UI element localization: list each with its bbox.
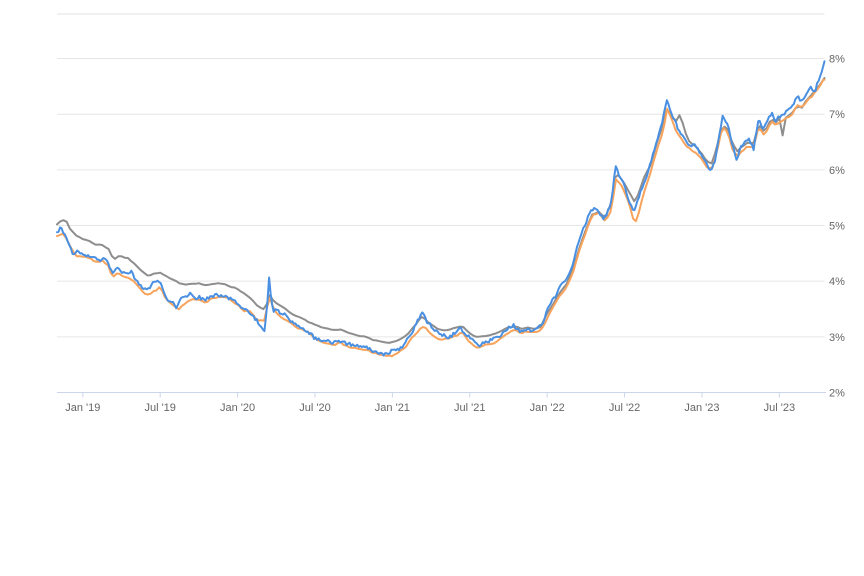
y-tick-label: 2% (829, 388, 845, 400)
y-tick-label: 8% (829, 54, 845, 66)
x-tick-label: Jul '22 (609, 402, 640, 414)
x-tick-label: Jan '21 (375, 402, 410, 414)
x-axis-labels: Jan '19 Jul '19 Jan '20 Jul '20 Jan '21 Jul '… (65, 402, 795, 414)
y-tick-label: 7% (829, 109, 845, 121)
rate-line-orange (56, 78, 826, 358)
series-lines (56, 60, 826, 358)
x-tick-label: Jan '22 (530, 402, 565, 414)
y-tick-label: 5% (829, 221, 845, 233)
x-tick-label: Jul '20 (299, 402, 330, 414)
x-tick-label: Jan '23 (684, 402, 719, 414)
y-tick-label: 3% (829, 332, 845, 344)
x-tick-label: Jul '23 (764, 402, 795, 414)
x-tick-label: Jul '19 (144, 402, 175, 414)
y-tick-label: 6% (829, 165, 845, 177)
x-tick-label: Jan '19 (65, 402, 100, 414)
x-tick-label: Jul '21 (454, 402, 485, 414)
x-axis-ticks (82, 392, 780, 398)
y-tick-label: 4% (829, 276, 845, 288)
rate-line-blue (56, 60, 826, 357)
rate-history-chart: 2% 3% 4% 5% 6% 7% 8% Jan '19 Jul '19 Jan '20 Jul … (56, 13, 845, 414)
chart-canvas: 2% 3% 4% 5% 6% 7% 8% Jan '19 Jul '19 Jan '20 Jul … (56, 13, 845, 414)
x-tick-label: Jan '20 (220, 402, 255, 414)
y-axis-labels: 2% 3% 4% 5% 6% 7% 8% (829, 54, 845, 400)
y-gridlines (57, 58, 825, 393)
